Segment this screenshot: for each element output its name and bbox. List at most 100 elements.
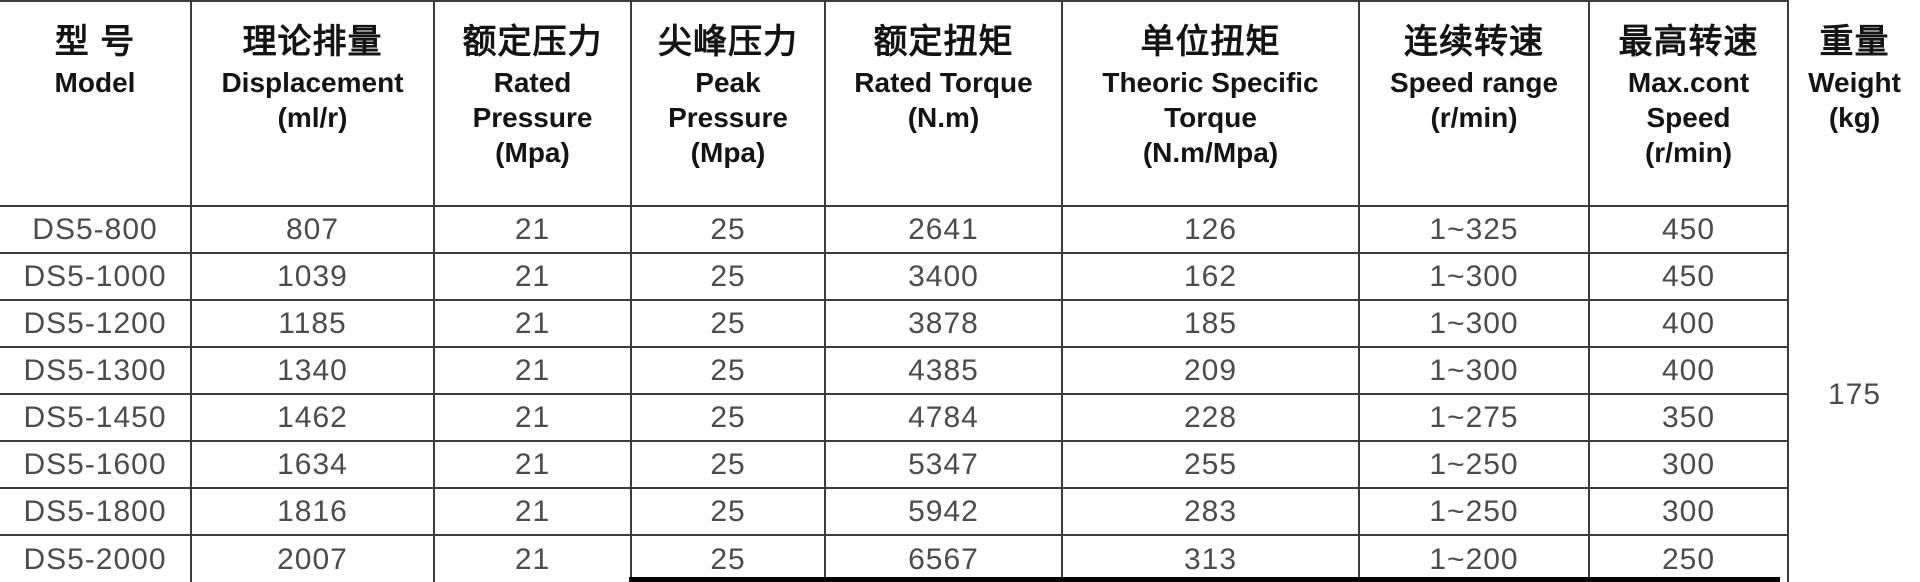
cell-model: DS5-1000 (0, 254, 192, 301)
header-speed-range-unit: (r/min) (1430, 102, 1518, 133)
header-displacement-cn: 理论排量 (242, 23, 383, 61)
cell-rated-torque: 6567 (826, 536, 1063, 582)
cell-speed-range: 1~250 (1360, 489, 1590, 536)
cell-peak-pressure: 25 (632, 207, 826, 254)
cell-rated-pressure: 21 (435, 442, 632, 489)
header-max-speed-en1: Max.cont (1627, 67, 1750, 98)
cell-max-speed: 400 (1590, 301, 1789, 348)
cell-max-speed: 300 (1590, 489, 1789, 536)
cell-speed-range: 1~300 (1360, 254, 1590, 301)
cell-peak-pressure: 25 (632, 536, 826, 582)
cell-speed-range: 1~250 (1360, 442, 1590, 489)
header-specific-torque-cn: 单位扭矩 (1140, 23, 1281, 61)
cell-rated-pressure: 21 (435, 536, 632, 582)
cell-weight-merged: 175 (1827, 378, 1882, 411)
header-specific-torque-unit: (N.m/Mpa) (1142, 137, 1279, 168)
header-specific-torque: 单位扭矩 Theoric Specific Torque (N.m/Mpa) (1063, 0, 1360, 207)
cell-rated-pressure: 21 (435, 348, 632, 395)
header-specific-torque-en1: Theoric Specific (1102, 67, 1319, 98)
cell-rated-torque: 4784 (826, 395, 1063, 442)
header-peak-pressure-en1: Peak (695, 67, 761, 98)
header-rated-pressure-cn: 额定压力 (462, 23, 603, 61)
header-rated-pressure: 额定压力 Rated Pressure (Mpa) (435, 0, 632, 207)
cell-rated-torque: 5942 (826, 489, 1063, 536)
cell-model: DS5-1200 (0, 301, 192, 348)
cell-rated-pressure: 21 (435, 489, 632, 536)
cell-speed-range: 1~300 (1360, 348, 1590, 395)
cell-displacement: 807 (192, 207, 435, 254)
table-top-border (0, 0, 1789, 2)
header-speed-range: 连续转速 Speed range (r/min) (1360, 0, 1590, 207)
cell-peak-pressure: 25 (632, 348, 826, 395)
header-weight-cn: 重量 (1819, 23, 1890, 61)
cell-displacement: 1462 (192, 395, 435, 442)
cell-max-speed: 400 (1590, 348, 1789, 395)
cell-displacement: 1816 (192, 489, 435, 536)
header-max-speed-cn: 最高转速 (1618, 23, 1759, 61)
cell-displacement: 1340 (192, 348, 435, 395)
header-rated-torque-en: Rated Torque (854, 67, 1033, 98)
cell-displacement: 1039 (192, 254, 435, 301)
header-displacement-unit: (ml/r) (277, 102, 348, 133)
header-rated-pressure-en1: Rated (493, 67, 572, 98)
cell-peak-pressure: 25 (632, 489, 826, 536)
cell-displacement: 1634 (192, 442, 435, 489)
cell-model: DS5-1600 (0, 442, 192, 489)
cell-rated-torque: 5347 (826, 442, 1063, 489)
bottom-black-bar (629, 577, 1780, 582)
header-rated-torque-unit: (N.m) (907, 102, 980, 133)
cell-speed-range: 1~275 (1360, 395, 1590, 442)
cell-model: DS5-1800 (0, 489, 192, 536)
cell-displacement: 1185 (192, 301, 435, 348)
cell-specific-torque: 283 (1063, 489, 1360, 536)
header-rated-torque-cn: 额定扭矩 (873, 23, 1014, 61)
cell-rated-torque: 2641 (826, 207, 1063, 254)
cell-speed-range: 1~200 (1360, 536, 1590, 582)
header-max-speed-en2: Speed (1646, 102, 1731, 133)
cell-speed-range: 1~325 (1360, 207, 1590, 254)
cell-model: DS5-1300 (0, 348, 192, 395)
cell-model: DS5-1450 (0, 395, 192, 442)
header-rated-pressure-unit: (Mpa) (495, 137, 570, 168)
cell-speed-range: 1~300 (1360, 301, 1590, 348)
cell-specific-torque: 126 (1063, 207, 1360, 254)
header-peak-pressure-unit: (Mpa) (690, 137, 766, 168)
header-rated-torque: 额定扭矩 Rated Torque (N.m) (826, 0, 1063, 207)
header-rated-pressure-en2: Pressure (472, 102, 593, 133)
header-weight-en: Weight (1808, 67, 1901, 98)
cell-peak-pressure: 25 (632, 301, 826, 348)
header-model: 型 号 Model (0, 0, 192, 207)
cell-rated-torque: 3400 (826, 254, 1063, 301)
cell-rated-torque: 4385 (826, 348, 1063, 395)
cell-specific-torque: 185 (1063, 301, 1360, 348)
header-weight-unit: (kg) (1828, 102, 1881, 133)
cell-max-speed: 300 (1590, 442, 1789, 489)
header-speed-range-cn: 连续转速 (1404, 23, 1544, 61)
cell-model: DS5-2000 (0, 536, 192, 582)
cell-max-speed: 350 (1590, 395, 1789, 442)
cell-specific-torque: 255 (1063, 442, 1360, 489)
header-peak-pressure-en2: Pressure (668, 102, 788, 133)
header-speed-range-en: Speed range (1389, 67, 1559, 98)
cell-max-speed: 450 (1590, 207, 1789, 254)
cell-peak-pressure: 25 (632, 395, 826, 442)
cell-rated-torque: 3878 (826, 301, 1063, 348)
cell-rated-pressure: 21 (435, 254, 632, 301)
cell-displacement: 2007 (192, 536, 435, 582)
cell-specific-torque: 313 (1063, 536, 1360, 582)
header-displacement-en: Displacement (221, 67, 404, 98)
header-peak-pressure: 尖峰压力 Peak Pressure (Mpa) (632, 0, 826, 207)
cell-model: DS5-800 (0, 207, 192, 254)
cell-specific-torque: 228 (1063, 395, 1360, 442)
cell-max-speed: 250 (1590, 536, 1789, 582)
header-peak-pressure-cn: 尖峰压力 (658, 23, 798, 61)
header-specific-torque-en2: Torque (1164, 102, 1257, 133)
header-max-speed-unit: (r/min) (1644, 137, 1733, 168)
cell-rated-pressure: 21 (435, 301, 632, 348)
cell-specific-torque: 162 (1063, 254, 1360, 301)
cell-max-speed: 450 (1590, 254, 1789, 301)
header-displacement: 理论排量 Displacement (ml/r) (192, 0, 435, 207)
header-model-cn: 型 号 (54, 23, 136, 61)
